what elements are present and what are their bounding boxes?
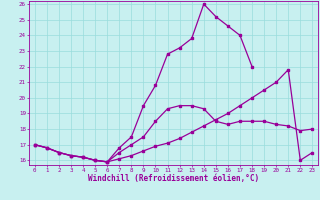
X-axis label: Windchill (Refroidissement éolien,°C): Windchill (Refroidissement éolien,°C) — [88, 174, 259, 183]
